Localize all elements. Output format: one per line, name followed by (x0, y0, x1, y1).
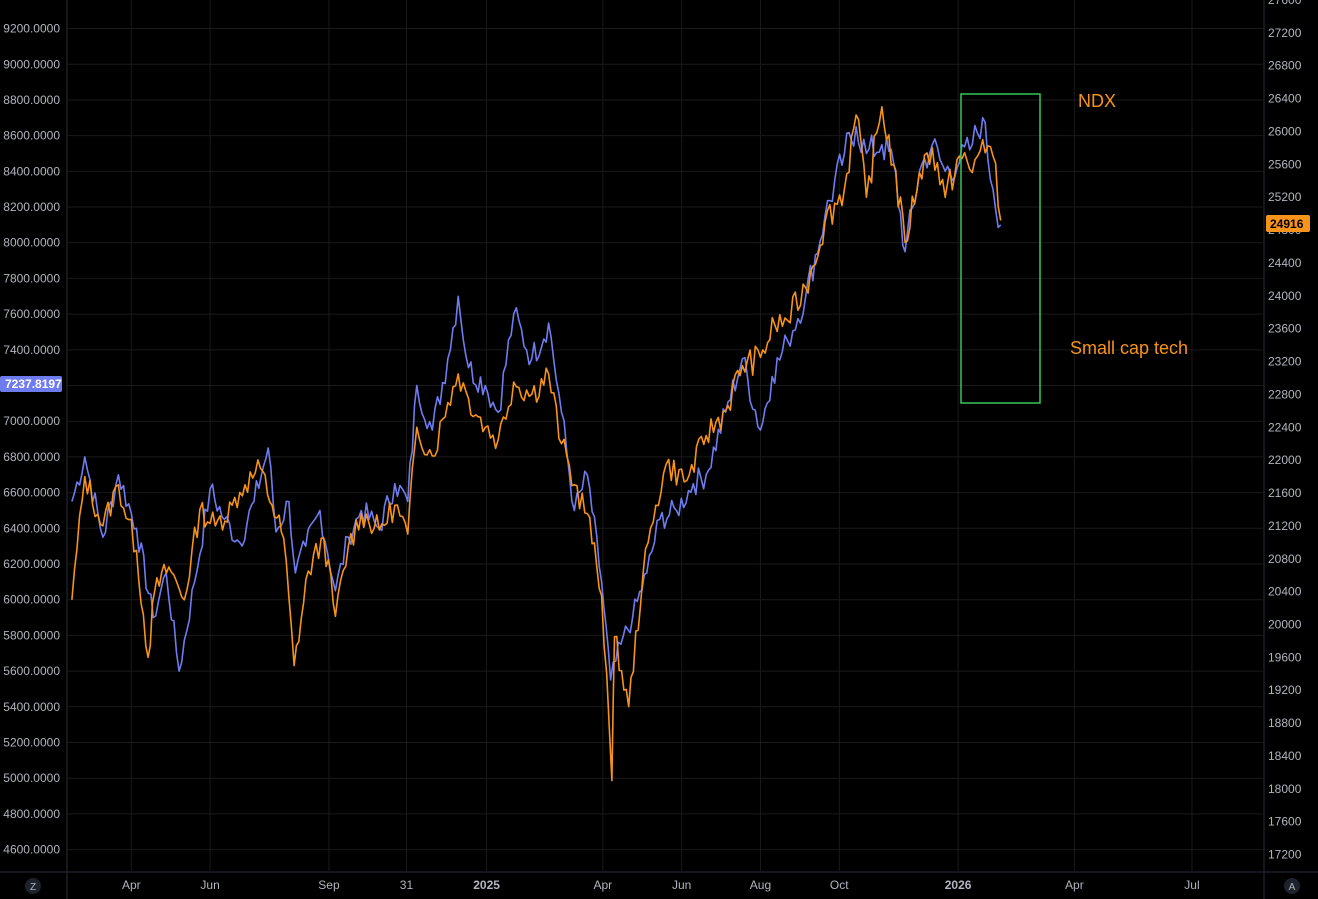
left-tick-label: 5000.0000 (3, 771, 60, 785)
ndx-annotation: NDX (1078, 91, 1116, 111)
left-tick-label: 7400.0000 (3, 343, 60, 357)
left-tick-label: 6200.0000 (3, 557, 60, 571)
auto-scale-button-label: A (1289, 882, 1296, 893)
timezone-button-bg (25, 878, 41, 894)
right-tick-label: 23200 (1268, 355, 1302, 369)
left-price-badge-bg (0, 376, 62, 392)
time-tick-label: 2026 (945, 878, 972, 892)
left-tick-label: 8400.0000 (3, 164, 60, 178)
ndx-line (71, 106, 1002, 782)
left-tick-label: 5400.0000 (3, 700, 60, 714)
right-axis[interactable]: 2760027200268002640026000256002520024800… (1268, 0, 1302, 862)
right-price-badge: 24916 (1266, 215, 1310, 232)
right-tick-label: 27200 (1268, 26, 1302, 40)
left-price-badge-text: 7237.8197 (5, 377, 62, 391)
right-tick-label: 22400 (1268, 420, 1302, 434)
time-axis[interactable]: Apr Jun Sep 31 2025 Apr Jun Aug Oct 2026 Apr Jul (122, 878, 1200, 892)
right-tick-label: 19600 (1268, 650, 1302, 664)
timezone-button[interactable]: Z (25, 878, 41, 894)
time-tick-label: Apr (122, 878, 141, 892)
right-tick-label: 18000 (1268, 782, 1302, 796)
left-tick-label: 6000.0000 (3, 593, 60, 607)
right-tick-label: 18400 (1268, 749, 1302, 763)
left-tick-label: 9000.0000 (3, 57, 60, 71)
series-layer (71, 106, 1002, 782)
right-tick-label: 26000 (1268, 124, 1302, 138)
left-tick-label: 8200.0000 (3, 200, 60, 214)
left-tick-label: 7000.0000 (3, 414, 60, 428)
right-tick-label: 27600 (1268, 0, 1302, 7)
left-tick-label: 8800.0000 (3, 93, 60, 107)
left-tick-label: 5800.0000 (3, 628, 60, 642)
time-tick-label: Sep (318, 878, 340, 892)
left-tick-label: 8000.0000 (3, 236, 60, 250)
left-tick-label: 5200.0000 (3, 735, 60, 749)
right-tick-label: 24400 (1268, 256, 1302, 270)
right-tick-label: 17600 (1268, 815, 1302, 829)
right-tick-label: 18800 (1268, 716, 1302, 730)
right-price-badge-bg (1266, 215, 1310, 232)
right-tick-label: 20000 (1268, 617, 1302, 631)
right-tick-label: 22000 (1268, 453, 1302, 467)
right-tick-label: 17200 (1268, 848, 1302, 862)
right-tick-label: 24000 (1268, 289, 1302, 303)
time-tick-label: Jun (672, 878, 691, 892)
left-tick-label: 8600.0000 (3, 129, 60, 143)
left-tick-label: 4600.0000 (3, 843, 60, 857)
time-tick-label: Jul (1184, 878, 1199, 892)
right-tick-label: 25600 (1268, 157, 1302, 171)
time-tick-label: Oct (830, 878, 849, 892)
right-tick-label: 19200 (1268, 683, 1302, 697)
small-cap-tech-annotation: Small cap tech (1070, 338, 1188, 358)
left-tick-label: 4800.0000 (3, 807, 60, 821)
right-tick-label: 20400 (1268, 585, 1302, 599)
right-tick-label: 25200 (1268, 190, 1302, 204)
left-tick-label: 6400.0000 (3, 521, 60, 535)
small-cap-tech-line (71, 117, 1002, 681)
left-price-badge: 7237.8197 (0, 376, 62, 392)
left-tick-label: 5600.0000 (3, 664, 60, 678)
right-tick-label: 23600 (1268, 322, 1302, 336)
right-tick-label: 22800 (1268, 387, 1302, 401)
timezone-button-label: Z (30, 882, 36, 893)
auto-scale-button-bg (1284, 878, 1300, 894)
left-tick-label: 6600.0000 (3, 486, 60, 500)
left-tick-label: 7600.0000 (3, 307, 60, 321)
auto-scale-button[interactable]: A (1284, 878, 1300, 894)
right-tick-label: 26400 (1268, 92, 1302, 106)
left-tick-label: 6800.0000 (3, 450, 60, 464)
left-tick-label: 7800.0000 (3, 271, 60, 285)
right-tick-label: 21600 (1268, 486, 1302, 500)
right-price-badge-text: 24916 (1270, 217, 1304, 231)
grid (68, 0, 1263, 871)
right-tick-label: 26800 (1268, 59, 1302, 73)
right-tick-label: 20800 (1268, 552, 1302, 566)
time-tick-label: Jun (200, 878, 219, 892)
time-tick-label: Apr (1065, 878, 1084, 892)
time-tick-label: 31 (400, 878, 414, 892)
left-tick-label: 9200.0000 (3, 22, 60, 36)
highlight-box (960, 93, 1041, 404)
time-tick-label: Aug (750, 878, 771, 892)
time-tick-label: 2025 (473, 878, 500, 892)
time-tick-label: Apr (593, 878, 612, 892)
right-tick-label: 21200 (1268, 519, 1302, 533)
